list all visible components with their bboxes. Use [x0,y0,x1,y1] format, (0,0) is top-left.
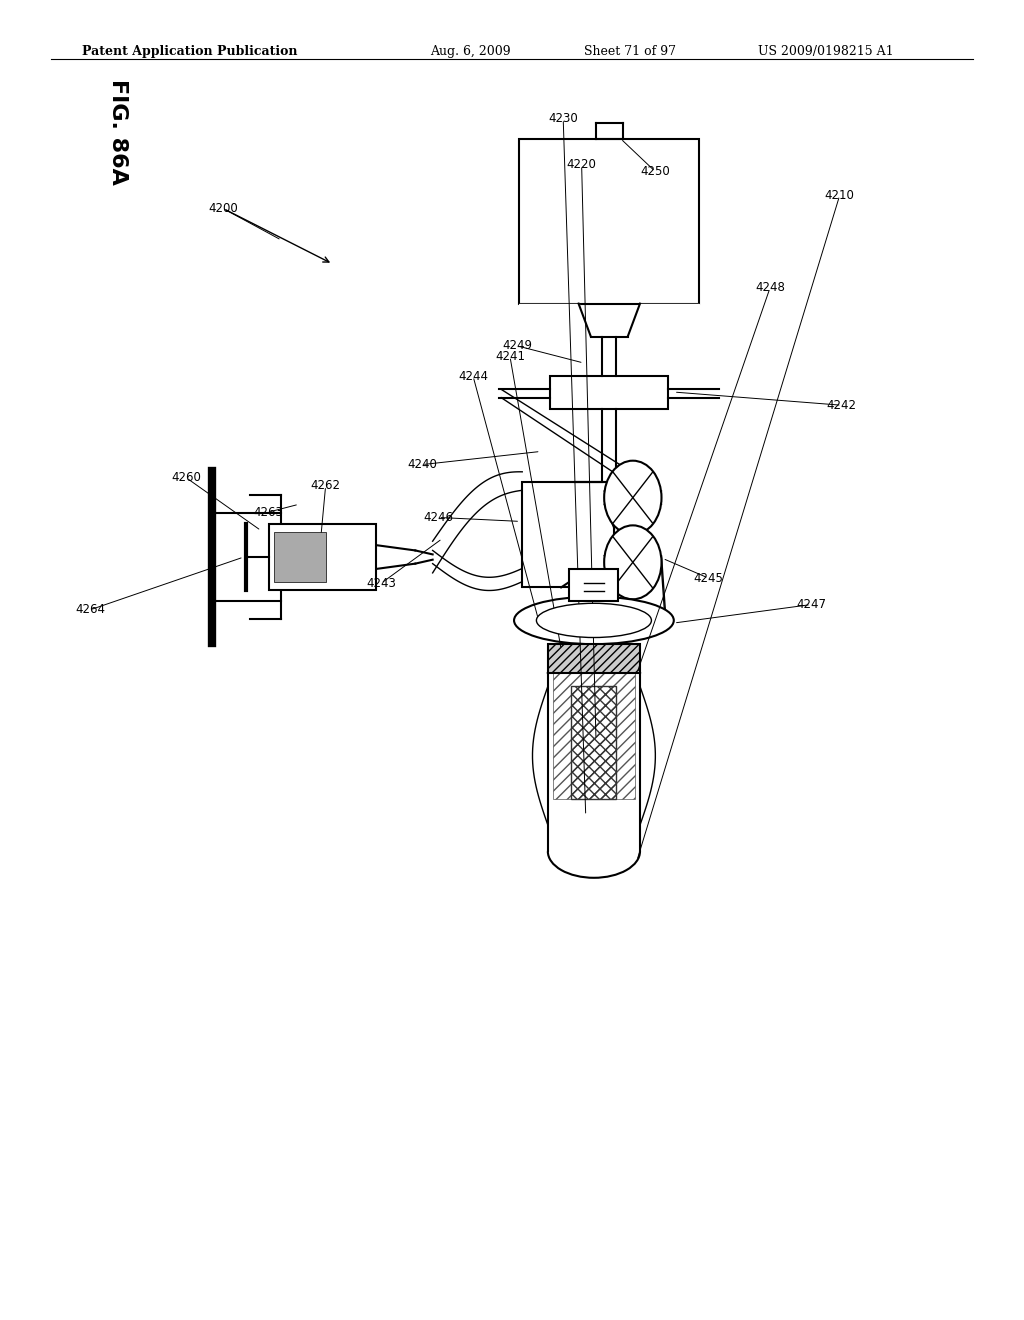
Bar [268,524,377,590]
Bar [274,532,326,582]
Text: 4244: 4244 [458,370,488,383]
Text: 4200: 4200 [208,202,239,215]
Circle shape [604,525,662,599]
Text: 4242: 4242 [826,399,857,412]
Text: 4262: 4262 [310,479,341,492]
Text: 4245: 4245 [693,572,724,585]
Circle shape [604,461,662,535]
Ellipse shape [537,603,651,638]
Bar [551,376,668,409]
Text: Aug. 6, 2009: Aug. 6, 2009 [430,45,511,58]
Text: 4220: 4220 [566,158,597,172]
Text: Sheet 71 of 97: Sheet 71 of 97 [584,45,676,58]
Text: 4263: 4263 [253,506,284,519]
Polygon shape [519,304,579,337]
Polygon shape [640,304,699,337]
Bar [571,686,616,799]
Text: 4260: 4260 [171,471,202,484]
Text: 4240: 4240 [407,458,437,471]
Bar [569,569,618,601]
Ellipse shape [514,597,674,644]
Text: 4248: 4248 [755,281,785,294]
Text: Patent Application Publication: Patent Application Publication [82,45,297,58]
Bar [548,644,640,673]
Text: 4243: 4243 [366,577,396,590]
Text: 4230: 4230 [548,112,579,125]
Text: FIG. 86A: FIG. 86A [108,79,128,185]
Text: 4264: 4264 [75,603,105,616]
Text: 4250: 4250 [640,165,671,178]
Text: 4247: 4247 [796,598,826,611]
Text: 4241: 4241 [495,350,525,363]
Text: 4246: 4246 [423,511,454,524]
Text: 4249: 4249 [502,339,532,352]
Text: 4210: 4210 [824,189,855,202]
Text: US 2009/0198215 A1: US 2009/0198215 A1 [758,45,893,58]
Bar [519,139,699,304]
Bar [522,482,614,587]
Bar [553,647,635,799]
